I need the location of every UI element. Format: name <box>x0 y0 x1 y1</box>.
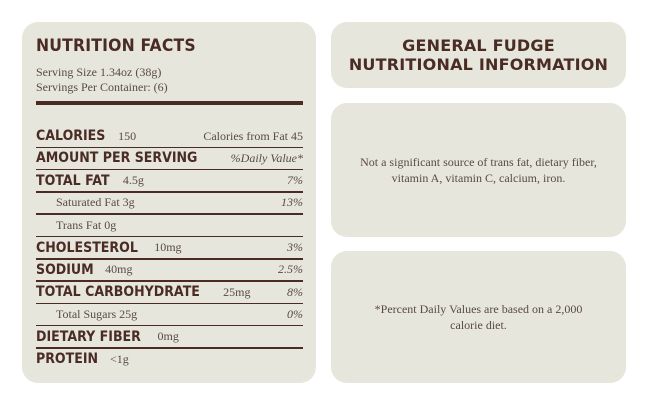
row-sub-label: Total Sugars 25g <box>56 306 138 321</box>
row-value: 13% <box>281 195 303 210</box>
nutrition-row: TOTAL CARBOHYDRATE 25mg 8% <box>36 281 303 303</box>
row-label: AMOUNT PER SERVING <box>36 150 198 167</box>
row-value: %Daily Value* <box>230 150 303 165</box>
row-value: 3% <box>287 240 303 254</box>
row-rule <box>36 168 303 171</box>
row-value: 8% <box>287 284 303 299</box>
row-label: SODIUM <box>36 261 94 278</box>
nutrition-row: AMOUNT PER SERVING %Daily Value* <box>36 147 303 169</box>
row-value: 7% <box>287 173 303 188</box>
note: Not a significant source of trans fat, d… <box>360 155 597 185</box>
nutrition-title: NUTRITION FACTS <box>36 36 196 56</box>
note-panel: Not a significant source of trans fat, d… <box>331 103 626 237</box>
row-label: TOTAL CARBOHYDRATE <box>36 284 200 301</box>
row-value: 0% <box>287 306 303 321</box>
row-value: 2.5% <box>278 262 303 277</box>
general-title-2: NUTRITIONAL INFORMATION <box>348 55 609 74</box>
servings-per-container: Servings Per Container: (6) <box>36 80 168 94</box>
row-sub-label: Trans Fat 0g <box>56 217 117 232</box>
nutrition-row: Saturated Fat 3g 13% <box>36 192 303 214</box>
row-rule <box>36 235 303 238</box>
row-value: Calories from Fat 45 <box>203 128 303 143</box>
general-panel: GENERAL FUDGE NUTRITIONAL INFORMATION <box>331 22 626 88</box>
serving-size: Serving Size 1.34oz (38g) <box>36 65 162 79</box>
general-title-1: GENERAL FUDGE <box>402 36 555 55</box>
row-amount: 150 <box>118 128 137 143</box>
nutrition-row: SODIUM 40mg 2.5% <box>36 259 303 281</box>
row-rule <box>36 280 303 282</box>
nutrition-panel: NUTRITION FACTS Serving Size 1.34oz (38g… <box>22 22 316 383</box>
nutrition-row: Trans Fat 0g <box>36 214 303 236</box>
row-label: TOTAL FAT <box>36 172 110 189</box>
footnote-panel: *Percent Daily Values are based on a 2,0… <box>331 251 626 383</box>
thick-rule <box>36 101 303 105</box>
row-sub-label: Saturated Fat 3g <box>56 195 135 210</box>
row-rule <box>36 302 303 305</box>
nutrition-row: Total Sugars 25g 0% <box>36 303 303 325</box>
row-label: CHOLESTEROL <box>36 239 138 256</box>
row-amount: 4.5g <box>122 173 144 188</box>
nutrition-row: DIETARY FIBER 0mg <box>36 326 303 348</box>
row-rule <box>36 258 303 260</box>
nutrition-row: CALORIES 150 Calories from Fat 45 <box>36 125 303 147</box>
row-label: CALORIES <box>36 128 106 144</box>
row-amount: 25mg <box>223 284 251 299</box>
row-amount: <1g <box>109 351 129 366</box>
row-amount: 0mg <box>157 329 179 344</box>
row-rule <box>36 324 303 327</box>
row-amount: 40mg <box>105 262 133 277</box>
row-label: PROTEIN <box>36 351 99 367</box>
nutrition-row: CHOLESTEROL 10mg 3% <box>36 237 303 259</box>
row-rule <box>36 191 303 193</box>
row-rule <box>36 213 303 215</box>
nutrition-row: PROTEIN <1g <box>36 348 303 370</box>
nutrition-row: TOTAL FAT 4.5g 7% <box>36 170 303 192</box>
row-rule <box>36 347 303 349</box>
footnote: *Percent Daily Values are based on a 2,0… <box>374 302 583 332</box>
row-amount: 10mg <box>154 240 182 254</box>
row-rule <box>36 146 303 148</box>
row-label: DIETARY FIBER <box>36 328 141 345</box>
